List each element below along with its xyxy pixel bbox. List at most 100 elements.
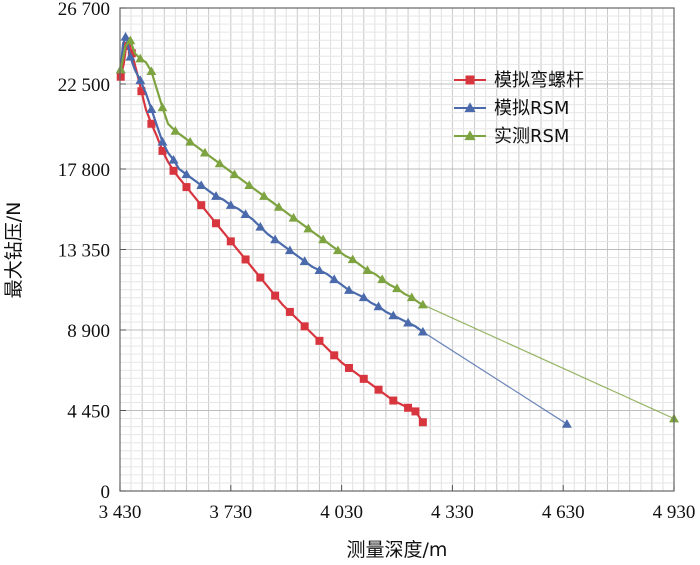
data-point: [169, 166, 178, 175]
data-point: [315, 336, 324, 345]
data-point: [168, 154, 179, 164]
data-point: [125, 51, 136, 61]
data-point: [255, 221, 266, 231]
data-point: [157, 102, 168, 112]
data-point: [181, 169, 192, 179]
data-point: [318, 234, 329, 244]
data-point: [374, 385, 383, 394]
data-point: [196, 180, 207, 190]
legend-marker: [464, 130, 476, 141]
data-point: [146, 66, 157, 76]
x-tick-label: 4 330: [431, 502, 474, 523]
series-tail-line: [422, 304, 675, 420]
tick-labels: 3 430 3 730 4 030 4 330 4 630 4 930 0 4 450 8 90…: [58, 0, 696, 523]
data-point: [259, 191, 269, 200]
data-point: [271, 291, 280, 300]
legend-item-3: 实测RSM: [454, 126, 569, 147]
data-point: [240, 209, 251, 218]
legend-label: 模拟RSM: [494, 98, 569, 119]
data-point: [359, 374, 368, 383]
series-tail-line: [422, 331, 568, 425]
data-point: [185, 136, 196, 146]
y-tick-label: 13 350: [58, 241, 110, 262]
grid: [120, 7, 674, 492]
data-point: [214, 158, 225, 168]
data-point: [256, 273, 265, 282]
data-point: [157, 136, 168, 146]
data-point: [389, 396, 398, 405]
data-point: [418, 418, 427, 427]
data-point: [373, 301, 384, 311]
data-point: [211, 191, 221, 200]
data-point: [273, 202, 284, 211]
data-point: [197, 201, 206, 210]
data-point: [158, 146, 167, 155]
x-tick-label: 4 930: [653, 502, 696, 523]
data-point: [303, 223, 314, 233]
data-point: [344, 363, 353, 372]
data-point: [225, 200, 236, 209]
data-point: [288, 212, 299, 222]
data-point: [226, 237, 235, 246]
legend-marker: [464, 102, 476, 113]
data-point: [406, 292, 417, 302]
legend-item-2: 模拟RSM: [454, 98, 569, 119]
y-tick-label: 0: [101, 482, 111, 503]
y-tick-label: 22 500: [58, 75, 110, 96]
data-point: [135, 53, 146, 63]
data-point: [329, 274, 340, 284]
data-point: [146, 104, 157, 114]
data-point: [377, 274, 388, 284]
series-3: [115, 35, 679, 423]
y-tick-label: 26 700: [58, 0, 110, 20]
series-2: [115, 31, 572, 428]
data-point: [137, 87, 146, 96]
data-point: [127, 49, 136, 58]
x-axis-title: 测量深度/m: [347, 539, 448, 561]
data-point: [362, 265, 373, 275]
series-layer: [115, 31, 679, 428]
legend-label: 实测RSM: [494, 126, 569, 147]
legend-marker: [465, 75, 475, 85]
data-point: [284, 245, 295, 255]
x-tick-label: 4 630: [542, 502, 585, 523]
y-tick-label: 17 800: [58, 160, 110, 181]
x-tick-label: 3 730: [209, 502, 252, 523]
data-point: [330, 351, 339, 360]
data-point: [388, 310, 399, 320]
data-point: [358, 292, 369, 302]
y-tick-label: 4 450: [67, 402, 110, 423]
data-point: [403, 317, 414, 327]
data-point: [244, 180, 255, 190]
x-tick-label: 3 430: [99, 502, 142, 523]
data-point: [170, 126, 181, 135]
data-point: [147, 119, 156, 128]
data-point: [212, 219, 221, 228]
data-point: [115, 64, 126, 74]
data-point: [392, 283, 402, 293]
data-point: [332, 245, 343, 255]
x-tick-label: 4 030: [320, 502, 363, 523]
data-point: [229, 169, 240, 179]
y-tick-label: 8 900: [67, 321, 110, 342]
data-point: [417, 299, 428, 309]
data-point: [300, 322, 309, 331]
data-point: [285, 307, 294, 316]
data-point: [199, 147, 210, 157]
legend-item-1: 模拟弯螺杆: [454, 70, 584, 91]
data-point: [404, 403, 413, 412]
data-point: [417, 326, 428, 336]
data-point: [182, 183, 191, 192]
data-point: [135, 75, 146, 85]
data-point: [270, 234, 281, 244]
data-point: [241, 255, 250, 264]
data-point: [411, 407, 420, 416]
data-point: [116, 72, 125, 81]
data-point: [347, 254, 358, 264]
y-axis-title: 最大钻压/N: [3, 202, 25, 299]
data-point: [314, 265, 325, 275]
series-1: [116, 37, 427, 427]
